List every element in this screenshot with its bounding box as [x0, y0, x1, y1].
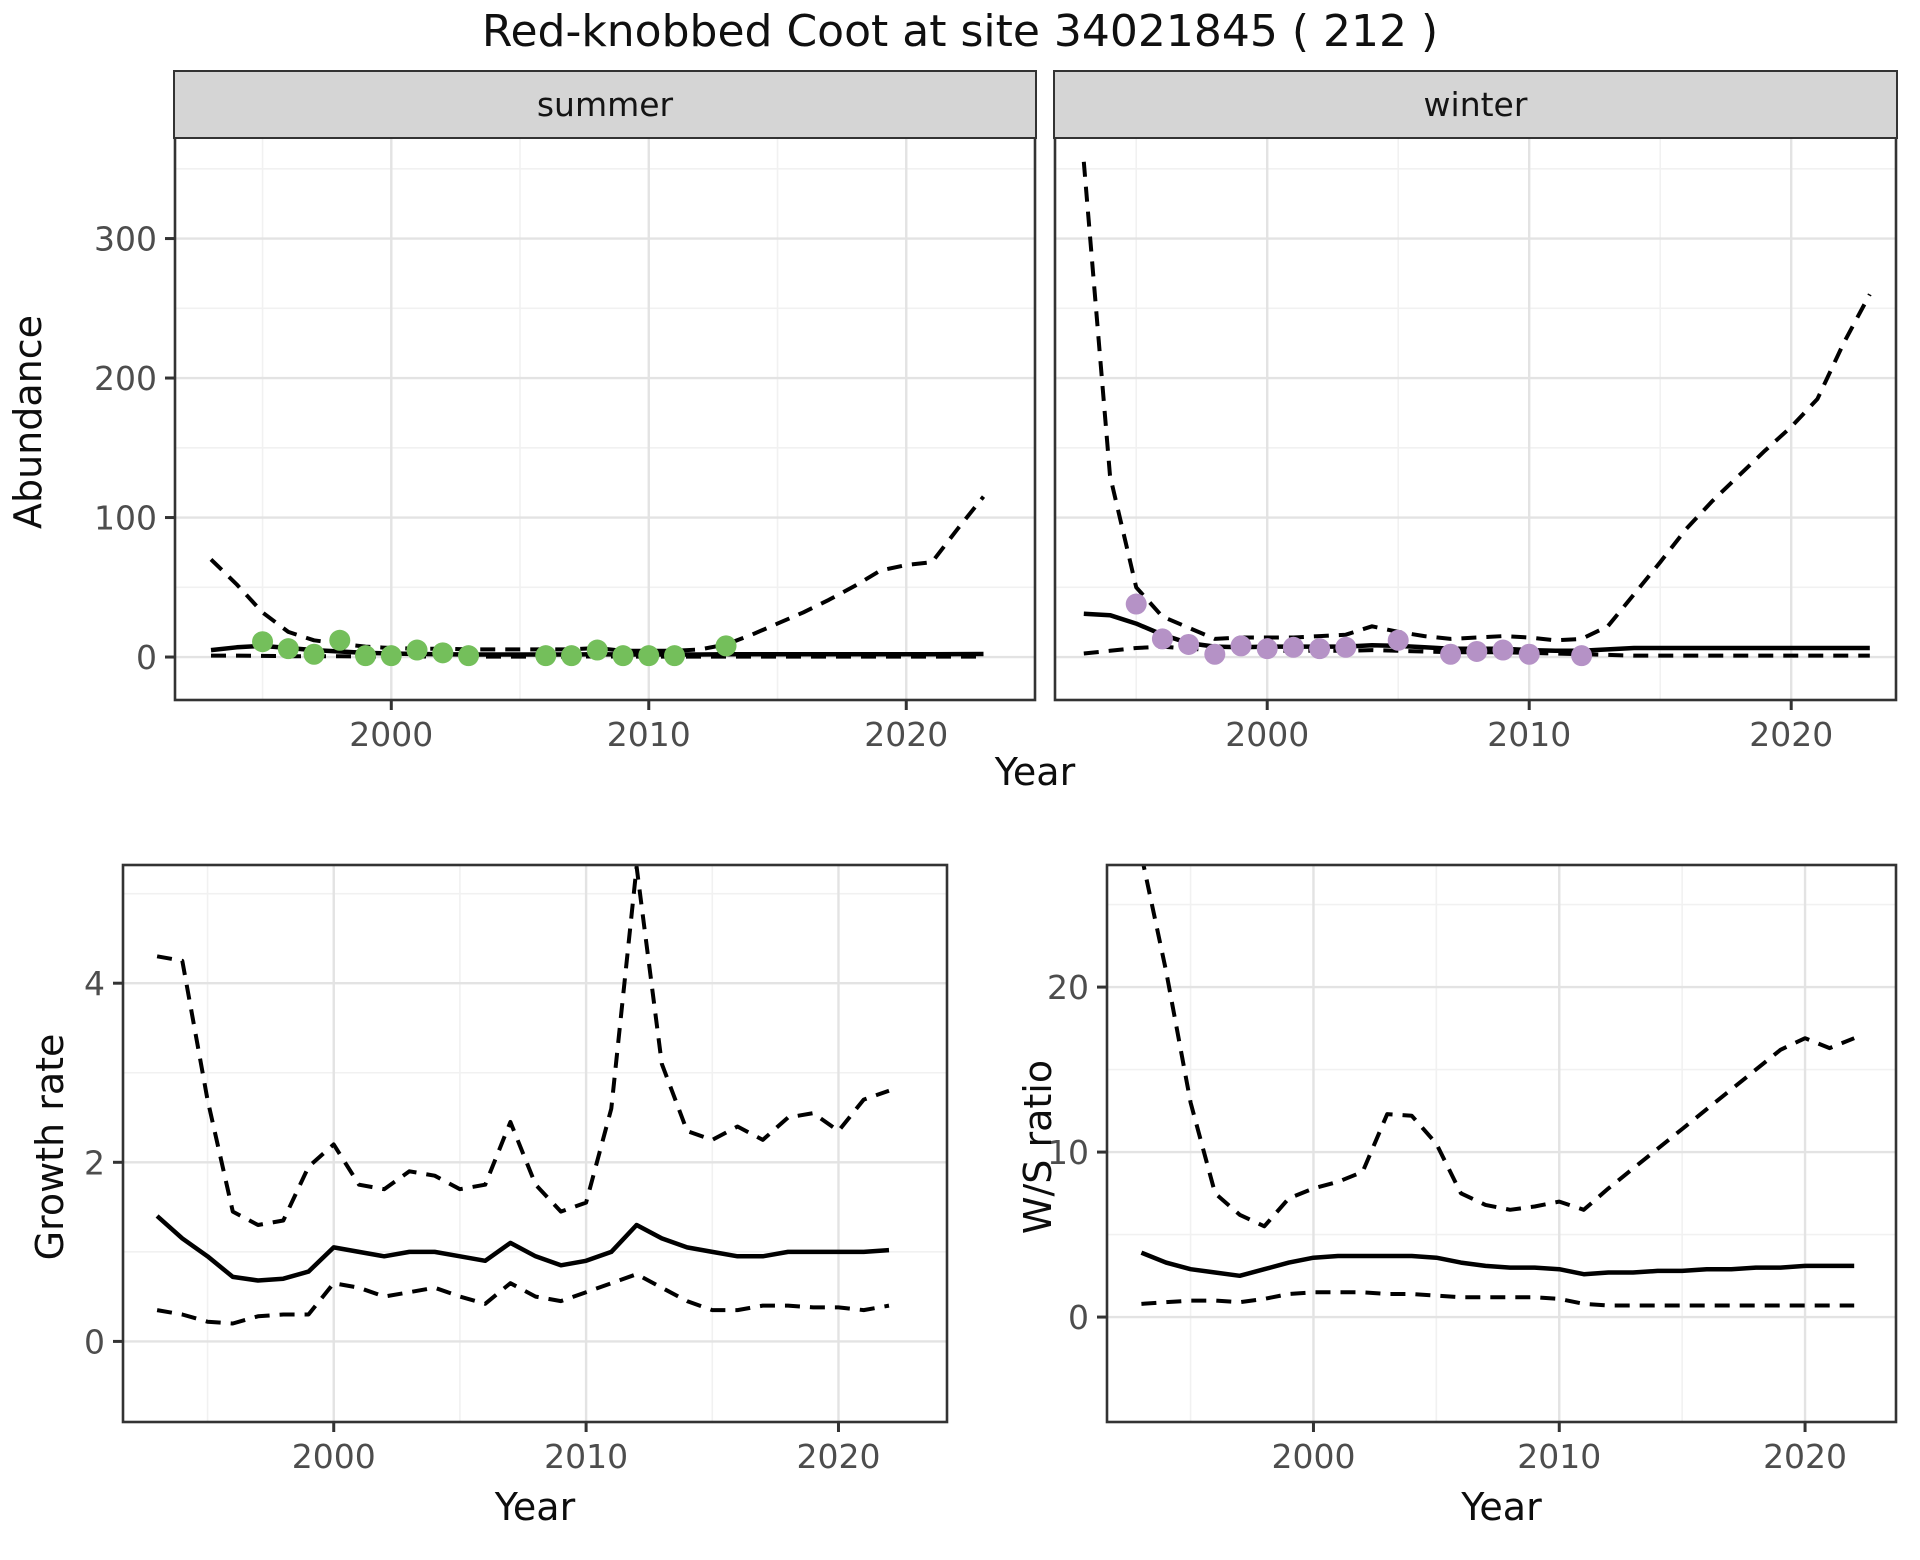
data-point-summer	[664, 645, 686, 667]
x-tick-label: 2010	[1517, 1437, 1601, 1476]
data-point-winter	[1125, 593, 1147, 615]
data-point-summer	[458, 645, 480, 667]
data-point-winter	[1492, 639, 1514, 661]
y-tick-label: 100	[94, 499, 157, 538]
panel-winter: 2000 2010 2020	[1053, 135, 1898, 754]
data-point-summer	[612, 645, 634, 667]
panel-growth_rate: 2000 2010 2020 0 2 4	[84, 863, 949, 1476]
panel-summer: 2000 2010 2020 0 100 200 300	[94, 135, 1037, 754]
data-point-winter	[1309, 638, 1331, 660]
bottom-left-x-axis-title: Year	[494, 1485, 576, 1529]
data-point-winter	[1387, 629, 1409, 651]
y-tick-label: 20	[1047, 968, 1089, 1007]
facet-strip-summer: summer	[173, 70, 1037, 139]
panel-background	[175, 137, 1035, 700]
panel-border	[1105, 863, 1898, 1424]
data-point-summer	[586, 639, 608, 661]
panel-background	[123, 865, 947, 1422]
data-point-summer	[303, 643, 325, 665]
data-point-winter	[1230, 635, 1252, 657]
top-y-axis-title: Abundance	[6, 314, 50, 530]
data-point-winter	[1178, 633, 1200, 655]
series-lower_ci	[1141, 1290, 1855, 1308]
data-point-summer	[329, 629, 351, 651]
x-tick-label: 2020	[796, 1437, 880, 1476]
y-tick-label: 10	[1047, 1133, 1089, 1172]
x-tick-label: 2020	[1749, 715, 1833, 754]
ws-ratio-axis-title: W/S ratio	[1016, 1059, 1060, 1235]
panel-border	[121, 863, 949, 1424]
panel-background	[1055, 137, 1896, 700]
x-tick-label: 2000	[1225, 715, 1309, 754]
data-point-winter	[1204, 643, 1226, 665]
y-tick-label: 0	[84, 1322, 105, 1361]
data-point-winter	[1571, 645, 1593, 667]
x-tick-label: 2000	[292, 1437, 376, 1476]
data-point-summer	[715, 635, 737, 657]
y-tick-label: 2	[84, 1143, 105, 1182]
x-tick-label: 2020	[864, 715, 948, 754]
facet-strip-winter: winter	[1053, 70, 1898, 139]
data-point-summer	[561, 645, 583, 667]
y-tick-label: 200	[94, 359, 157, 398]
data-point-summer	[432, 642, 454, 664]
x-tick-label: 2020	[1763, 1437, 1847, 1476]
panel-background	[1107, 865, 1896, 1422]
data-point-summer	[355, 645, 377, 667]
x-tick-label: 2000	[1271, 1437, 1355, 1476]
data-point-winter	[1466, 640, 1488, 662]
data-point-winter	[1335, 636, 1357, 658]
data-point-summer	[380, 645, 402, 667]
y-tick-label: 0	[1068, 1298, 1089, 1337]
chart-title: Red-knobbed Coot at site 34021845 ( 212 …	[481, 6, 1439, 57]
data-point-winter	[1518, 643, 1540, 665]
data-point-winter	[1256, 638, 1278, 660]
data-point-summer	[406, 639, 428, 661]
data-point-winter	[1440, 643, 1462, 665]
series-upper_ci	[156, 865, 890, 1227]
series-median	[1140, 1250, 1855, 1279]
y-tick-label: 300	[94, 220, 157, 259]
series-median	[155, 1214, 890, 1283]
data-point-winter	[1151, 628, 1173, 650]
series-upper_ci	[1141, 865, 1855, 1229]
x-tick-label: 2010	[607, 715, 691, 754]
series-upper_ci	[1081, 161, 1872, 643]
data-point-summer	[535, 645, 557, 667]
series-lower_ci	[156, 1272, 890, 1326]
y-tick-label: 0	[136, 638, 157, 677]
x-tick-label: 2010	[1487, 715, 1571, 754]
facet-strip-winter-label: winter	[1423, 85, 1528, 124]
top-x-axis-title: Year	[994, 750, 1076, 794]
data-point-summer	[638, 645, 660, 667]
panel-ws_ratio: 2000 2010 2020 0 10 20	[1047, 863, 1898, 1476]
data-point-winter	[1282, 636, 1304, 658]
bottom-right-x-axis-title: Year	[1461, 1485, 1542, 1529]
data-point-summer	[277, 638, 299, 660]
x-tick-label: 2000	[349, 715, 433, 754]
y-tick-label: 4	[84, 964, 105, 1003]
growth-rate-axis-title: Growth rate	[28, 1033, 72, 1261]
x-tick-label: 2010	[544, 1437, 628, 1476]
facet-strip-summer-label: summer	[536, 85, 674, 124]
data-point-summer	[252, 631, 274, 653]
